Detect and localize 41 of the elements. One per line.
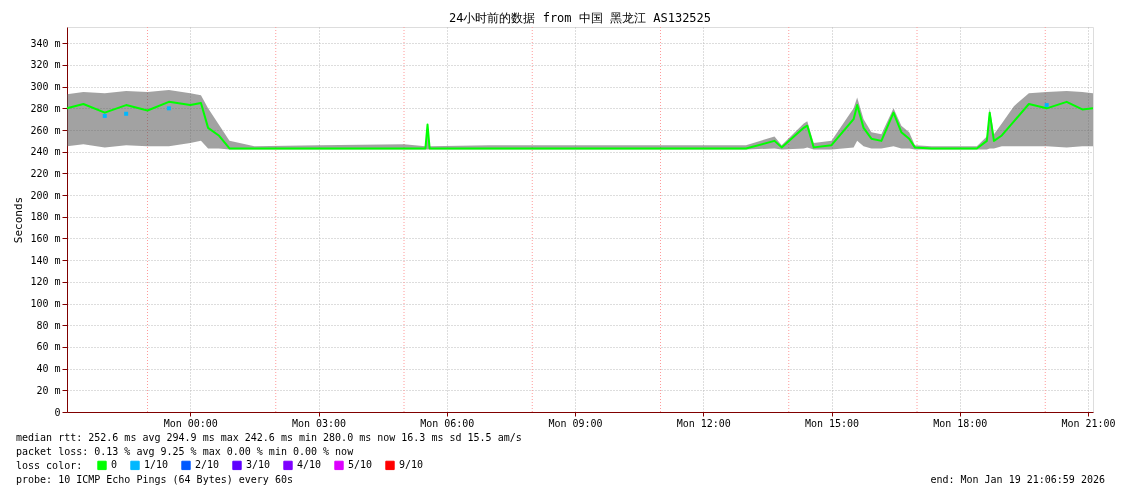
y-tick-label: 220 m <box>30 167 61 179</box>
x-tick-label: Mon 18:00 <box>933 417 988 429</box>
y-tick-label: 180 m <box>30 211 61 223</box>
x-tick-label: Mon 06:00 <box>420 417 475 429</box>
legend-label: 5/10 <box>348 459 373 471</box>
y-tick-label: 140 m <box>30 254 61 266</box>
x-tick-label: Mon 09:00 <box>548 417 603 429</box>
chart-title: 24小时前的数据 from 中国 黑龙江 AS132525 <box>448 10 712 25</box>
text: packet loss: 0.13 % avg 9.25 % max 0.00 % min 0.00 % now <box>16 446 355 457</box>
line-series <box>66 100 1094 150</box>
y-tick-label: 60 m <box>36 341 61 353</box>
y-tick-label: 80 m <box>36 319 61 331</box>
legend-label: 3/10 <box>246 459 271 471</box>
x-tick-label: Mon 21:00 <box>1061 417 1116 429</box>
y-tick-label: 320 m <box>30 59 61 71</box>
y-tick-label: 0 <box>54 406 61 418</box>
text: end: Mon Jan 19 21:06:59 2026 <box>930 474 1105 485</box>
legend-label: 4/10 <box>297 459 322 471</box>
y-axis-title: Seconds <box>12 196 26 244</box>
legend-label: 0 <box>111 459 118 471</box>
x-tick-label: Mon 03:00 <box>291 417 347 429</box>
y-tick-label: 200 m <box>30 189 61 201</box>
y-tick-label: 240 m <box>30 146 61 158</box>
y-tick-label: 160 m <box>30 232 61 244</box>
legend-label: 9/10 <box>399 459 424 471</box>
legend-title: loss color: <box>16 460 83 471</box>
y-tick-label: 300 m <box>30 81 61 93</box>
legend-label: 1/10 <box>144 459 169 471</box>
text: probe: 10 ICMP Echo Pings (64 Bytes) every 60s <box>16 474 293 485</box>
x-tick-label: Mon 15:00 <box>804 417 860 429</box>
y-tick-label: 120 m <box>30 276 61 288</box>
x-tick-label: Mon 00:00 <box>163 417 218 429</box>
y-tick-label: 40 m <box>36 363 61 375</box>
legend-label: 2/10 <box>195 459 220 471</box>
y-tick-label: 20 m <box>36 384 61 396</box>
y-tick-label: 260 m <box>30 124 61 136</box>
text: median rtt: 252.6 ms avg 294.9 ms max 242.6 ms min 280.0 ms now 16.3 ms sd 15.5 am/s <box>16 432 522 443</box>
x-tick-label: Mon 12:00 <box>676 417 731 429</box>
y-tick-label: 340 m <box>30 37 61 49</box>
y-tick-label: 280 m <box>30 102 61 114</box>
y-tick-label: 100 m <box>30 298 61 310</box>
